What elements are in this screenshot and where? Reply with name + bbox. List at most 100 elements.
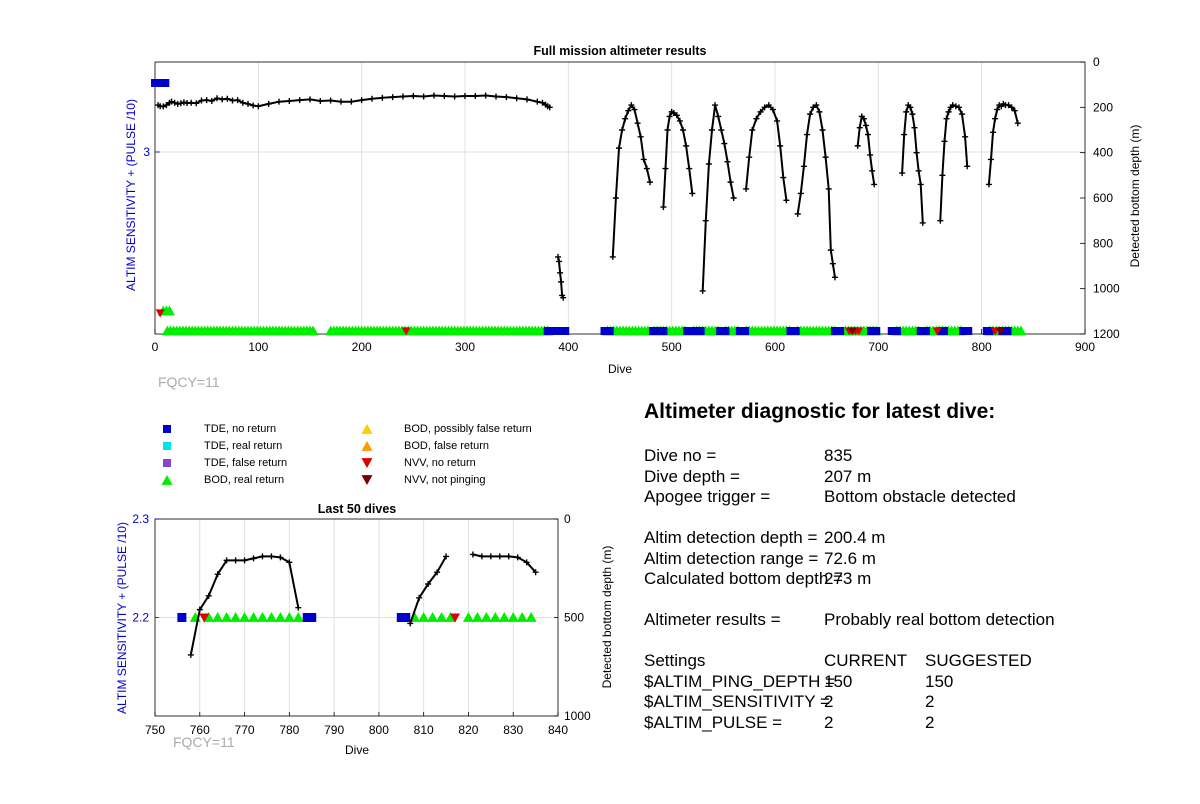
bottom-depth-series-point <box>907 104 914 111</box>
detection-depth-value: 200.4 m <box>824 528 886 547</box>
bottom-depth-series-point <box>168 98 175 105</box>
tde-no-return-marker <box>401 613 411 622</box>
ping-depth-current: 150 <box>824 672 853 691</box>
full-mission-xlabel: Dive <box>608 362 632 376</box>
bottom-depth-series-point <box>683 142 690 149</box>
bottom-depth-series-point <box>860 115 867 122</box>
bottom-depth-series-point <box>660 204 667 211</box>
full-mission-grid <box>155 62 1085 334</box>
tde-no-return-marker <box>659 327 668 335</box>
x-tick-label: 770 <box>235 723 255 737</box>
bottom-depth-series-point <box>369 95 375 102</box>
bottom-depth-series-point <box>689 190 696 197</box>
calc-depth-label: Calculated bottom depth = <box>644 569 843 588</box>
bottom-depth-series-point <box>188 99 195 106</box>
tde-no-return-marker <box>921 327 930 335</box>
bottom-depth-series-point <box>807 111 814 118</box>
last-50-note: FQCY=11 <box>173 734 235 750</box>
nvv-no-return-marker <box>450 613 461 623</box>
bottom-depth-series-point <box>761 104 768 111</box>
bottom-depth-series-point <box>708 127 715 133</box>
x-tick-label: 700 <box>868 340 888 354</box>
bottom-depth-series-point <box>250 555 257 562</box>
bottom-depth-series-point <box>224 95 231 102</box>
full-mission-note: FQCY=11 <box>158 374 220 390</box>
tde-no-return-marker <box>605 327 614 335</box>
bottom-depth-series-point <box>901 131 908 138</box>
bottom-depth-series-point <box>749 127 756 133</box>
bottom-depth-series-point <box>193 100 200 107</box>
bottom-depth-series-point <box>829 260 836 267</box>
legend: TDE, no return TDE, real return TDE, false… <box>160 422 580 497</box>
bottom-depth-series-point <box>425 581 432 588</box>
bottom-depth-series-point <box>909 111 916 118</box>
bod-real-return-marker <box>427 612 439 622</box>
bottom-depth-series-point <box>964 163 971 170</box>
suggested-header: SUGGESTED <box>925 651 1032 670</box>
bottom-depth-series-point <box>899 170 906 177</box>
y-tick-label: 2.2 <box>132 611 149 625</box>
last-50-ylabel-left: ALTIM SENSITIVITY + (PULSE /10) <box>115 522 129 714</box>
bottom-depth-series-point <box>753 115 760 122</box>
bottom-depth-series-point <box>472 93 479 99</box>
y-tick-label: 0 <box>564 512 571 526</box>
legend-triangle-up <box>361 441 373 451</box>
bottom-depth-series-point <box>496 553 503 560</box>
bottom-depth-series-point <box>871 181 878 188</box>
bottom-depth-series-point <box>286 97 293 104</box>
bottom-depth-series-point <box>615 145 622 152</box>
bottom-depth-series-point <box>903 108 910 115</box>
bottom-depth-series-point <box>941 138 948 145</box>
bottom-depth-series-point <box>937 217 944 224</box>
bottom-depth-series-point <box>296 97 303 104</box>
bottom-depth-series-point <box>208 97 215 104</box>
apogee-label: Apogee trigger = <box>644 487 771 506</box>
bottom-depth-series-point <box>187 651 194 658</box>
bottom-depth-series-point <box>223 557 230 564</box>
legend-square <box>163 459 171 467</box>
bottom-depth-series-point <box>1014 120 1021 127</box>
bottom-depth-series-point <box>919 219 926 226</box>
tde-no-return-marker <box>696 327 705 335</box>
tde-no-return-marker <box>964 327 973 335</box>
legend-triangle-up <box>361 424 373 434</box>
x-tick-label: 800 <box>369 723 389 737</box>
bottom-depth-series-point <box>800 163 807 170</box>
x-tick-label: 760 <box>190 723 210 737</box>
tde-no-return-marker <box>161 79 170 87</box>
bottom-depth-series-point <box>241 557 248 564</box>
last-50-yticks-right: 0 500 1000 <box>554 512 591 723</box>
bod-real-return-marker <box>498 612 510 622</box>
bottom-depth-series-point <box>819 127 826 133</box>
tde-no-return-marker <box>1003 327 1012 335</box>
bod-real-return-marker <box>462 612 474 622</box>
bottom-depth-series-point <box>718 127 725 133</box>
nvv-no-return-marker <box>932 327 942 336</box>
bottom-depth-series-point <box>229 97 236 104</box>
bottom-depth-series-point <box>532 569 539 576</box>
legend-label: BOD, possibly false return <box>404 423 532 435</box>
tde-no-return-marker <box>791 327 800 335</box>
bottom-depth-series-point <box>451 93 458 100</box>
bottom-depth-series-point <box>702 217 709 224</box>
bottom-depth-series-line <box>745 103 788 201</box>
bottom-depth-series-point <box>546 104 553 111</box>
x-tick-label: 830 <box>503 723 523 737</box>
bottom-depth-series-point <box>214 571 221 578</box>
bottom-depth-series-point <box>416 594 423 601</box>
bottom-depth-series-point <box>469 551 476 558</box>
bottom-depth-series-point <box>503 94 510 101</box>
bod-real-return-marker <box>507 612 519 622</box>
bottom-depth-series-point <box>816 108 823 115</box>
bottom-depth-series-point <box>959 111 966 118</box>
dive-no-label: Dive no = <box>644 446 717 465</box>
bottom-depth-series-point <box>487 553 494 560</box>
legend-label: BOD, real return <box>204 474 285 486</box>
last-50-chart: Last 50 dives 750 760 770 780 790 800 810 820 83… <box>115 502 614 757</box>
bod-real-return-marker <box>221 612 233 622</box>
pulse-current: 2 <box>824 713 834 732</box>
ping-depth-suggested: 150 <box>925 672 954 691</box>
bottom-depth-series-point <box>214 95 220 102</box>
bottom-depth-series-point <box>769 106 776 113</box>
bottom-depth-series-point <box>609 253 616 260</box>
